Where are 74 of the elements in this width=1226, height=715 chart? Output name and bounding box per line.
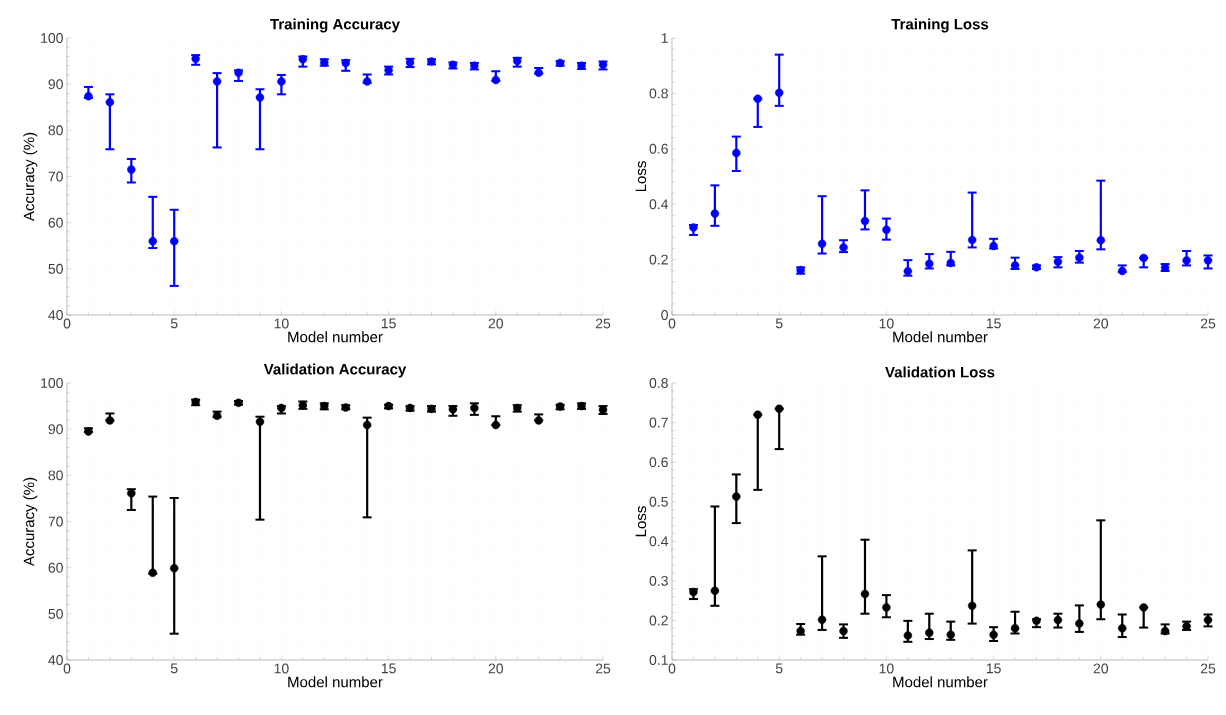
point (491, 75, 500, 85)
chart-title: Training Loss (891, 18, 989, 33)
y-tick-label: 100 (41, 33, 63, 43)
x-tick-label: 5 (170, 663, 178, 674)
y-tick-label: 0.8 (649, 88, 668, 99)
point (989, 241, 998, 251)
x-axis-title: Model number (893, 676, 988, 688)
point (689, 223, 698, 232)
point (148, 568, 157, 577)
y-tick-label: 0.2 (649, 615, 668, 626)
y-tick-label: 80 (48, 125, 63, 136)
y-tick-label: 0.3 (649, 575, 668, 586)
x-tick-label: 20 (488, 663, 504, 674)
chart-title: Training Accuracy (270, 18, 400, 33)
x-tick-label: 0 (668, 663, 676, 674)
y-tick-label: 60 (48, 562, 63, 573)
y-tick-label: 0.8 (649, 378, 668, 388)
y-tick-label: 60 (48, 217, 63, 228)
y-tick-label: 70 (48, 171, 63, 182)
x-tick-label: 0 (63, 318, 71, 329)
y-tick-label: 1 (661, 33, 668, 43)
y-tick-label: 50 (48, 608, 63, 619)
x-tick-label: 10 (274, 663, 289, 674)
point (946, 258, 955, 268)
x-tick-label: 25 (595, 318, 611, 329)
x-tick-label: 5 (170, 318, 178, 329)
y-tick-label: 0.4 (649, 536, 669, 547)
y-tick-label: 80 (48, 470, 63, 481)
point (341, 58, 350, 68)
y-tick-label: 0.4 (649, 199, 669, 210)
y-tick-label: 0.6 (649, 143, 668, 154)
x-tick-label: 0 (63, 663, 71, 674)
y-axis-title: Loss (635, 161, 647, 192)
x-tick-label: 25 (1200, 318, 1216, 329)
x-axis-title: Model number (288, 331, 383, 343)
y-axis-title: Accuracy (%) (23, 477, 38, 567)
x-axis-title: Model number (288, 676, 383, 688)
y-tick-label: 90 (48, 79, 63, 90)
x-tick-label: 10 (879, 318, 894, 329)
point (234, 68, 243, 77)
y-tick-label: 0.6 (649, 457, 668, 468)
x-tick-label: 25 (595, 663, 611, 674)
x-tick-label: 5 (775, 318, 783, 329)
y-tick-label: 90 (48, 424, 63, 435)
x-tick-label: 10 (879, 663, 894, 674)
x-tick-label: 20 (1093, 663, 1109, 674)
point (689, 587, 698, 597)
y-tick-label: 0.1 (649, 655, 668, 665)
y-tick-label: 0 (661, 310, 668, 320)
x-tick-label: 5 (775, 663, 783, 674)
y-tick-label: 0.7 (649, 417, 668, 428)
y-tick-label: 0.5 (649, 496, 668, 507)
x-tick-label: 10 (274, 318, 289, 329)
x-tick-label: 15 (381, 318, 396, 329)
x-tick-label: 20 (1093, 318, 1109, 329)
y-tick-label: 100 (41, 378, 63, 388)
y-axis-title: Accuracy (%) (23, 132, 38, 222)
point (362, 77, 372, 86)
x-tick-label: 15 (986, 663, 1001, 674)
y-tick-label: 50 (48, 263, 63, 274)
y-tick-label: 0.2 (649, 254, 668, 265)
y-tick-label: 40 (48, 655, 63, 665)
y-tick-label: 70 (48, 516, 63, 527)
x-tick-label: 25 (1200, 663, 1216, 674)
y-tick-label: 40 (48, 310, 63, 320)
x-tick-label: 0 (668, 318, 676, 329)
y-axis-title: Loss (635, 506, 647, 537)
chart-title: Validation Accuracy (263, 363, 407, 378)
x-tick-label: 20 (488, 318, 504, 329)
point (84, 91, 93, 101)
x-axis-title: Model number (893, 331, 988, 343)
chart-title: Validation Loss (885, 366, 995, 378)
x-tick-label: 15 (986, 318, 1001, 329)
x-tick-label: 15 (381, 663, 396, 674)
